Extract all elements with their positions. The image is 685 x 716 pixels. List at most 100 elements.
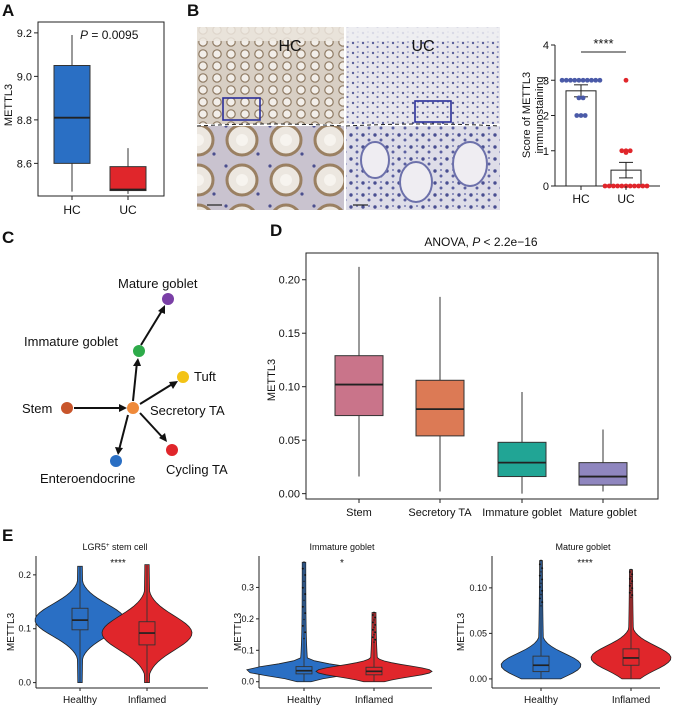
panel-b-hc-point-14	[582, 113, 588, 118]
e3-title: Mature goblet	[555, 542, 611, 552]
arrowhead-secretory-to-enteroendocrine	[115, 447, 123, 455]
panel-b-hc-point-2	[568, 77, 573, 83]
panel-d-box-2-xlabel: Immature goblet	[482, 507, 561, 519]
panel-b-uc-point-0	[623, 77, 629, 83]
panel-b-uc-point-9	[619, 183, 625, 189]
hc-zoom-box	[222, 97, 261, 121]
panel-b-hc-point-13	[578, 113, 584, 118]
E3-plot-inflamed-xlabel: Inflamed	[612, 695, 650, 706]
E3-plot-significance: ****	[577, 558, 593, 569]
panel-a-uc-box	[109, 166, 147, 192]
panel-a-y-ticklabel-3: 9.2	[17, 28, 32, 40]
arrow-secretory-to-cycling	[139, 412, 165, 440]
E2-plot-inflamed-outlier-11	[374, 616, 377, 619]
E3-plot-healthy-outlier-2	[541, 601, 544, 604]
panel-b-hc-point-0	[559, 77, 565, 83]
E2-plot-significance: *	[340, 558, 344, 569]
panel-b-hc-point-7	[589, 77, 594, 83]
arrowhead-secretory-to-cycling	[159, 433, 167, 442]
panel-d-boxplot: 0.00 0.05 0.10 0.15 0.20 Stem Secretory TA Imma…	[279, 252, 659, 519]
E3-plot-inflamed-inner-box	[622, 648, 640, 666]
E1-plot-yticklabel-1: 0.1	[18, 624, 31, 634]
E2-plot-healthy-outlier-5	[304, 612, 307, 615]
arrowhead-immature-to-mature	[158, 305, 165, 314]
panel-label-a: A	[2, 1, 14, 20]
E1-plot-inflamed-xlabel: Inflamed	[128, 695, 166, 706]
E3-plot-inflamed-outlier-8	[631, 580, 634, 583]
panel-label-c: C	[2, 228, 14, 247]
arrowhead-stem-to-secretory	[119, 404, 127, 412]
panel-b-uc-point-6	[606, 183, 612, 189]
panel-a-hc-box	[53, 65, 91, 164]
node-secretory-ta	[127, 402, 139, 414]
panel-d-box-0-xlabel: Stem	[346, 507, 372, 519]
panel-a-y-ticklabel-2: 9.0	[17, 71, 32, 83]
micrograph-uc: UC	[346, 27, 500, 210]
panel-b-uc-point-12	[632, 183, 637, 189]
E3-plot-healthy-xlabel: Healthy	[524, 695, 558, 706]
panel-d-box-0-box	[334, 355, 384, 417]
E1-plot-inflamed-violin	[101, 564, 193, 684]
E3-plot-healthy-outlier-12	[538, 563, 541, 566]
panel-b-y-ticklabel-2: 2	[543, 111, 549, 123]
panel-b-uc-point-5	[602, 183, 608, 189]
E3-plot-inflamed-outlier-11	[631, 573, 634, 576]
E3-plot-healthy-outlier-5	[541, 589, 544, 592]
panel-b-uc-point-7	[611, 183, 616, 189]
E3-plot-inflamed-outlier-3	[628, 591, 631, 594]
panel-b-barplot: 0 1 2 3 4 HC UC ****	[543, 36, 660, 206]
E2-plot-inflamed-outlier-5	[374, 631, 377, 634]
node-mature-goblet	[162, 293, 174, 305]
E2-plot-inflamed-outlier-9	[371, 621, 374, 624]
panel-b-uc-point-13	[636, 183, 641, 189]
node-tuft	[177, 371, 189, 383]
panel-b-y-ticklabel-3: 3	[543, 75, 549, 87]
panel-d-y-ticklabel-2: 0.10	[279, 382, 300, 394]
panel-d-box-1-box	[415, 379, 465, 437]
E2-plot-healthy-outlier-6	[301, 605, 304, 608]
E3-plot-healthy-inner-box	[532, 655, 550, 673]
E2-plot-inflamed-outlier-2	[374, 638, 377, 641]
panel-a-xlabel-0: HC	[63, 203, 81, 217]
panel-b-uc-xlabel: UC	[617, 192, 635, 206]
E3-plot-inflamed-outlier-2	[631, 594, 634, 596]
panel-b-y-ticklabel-1: 1	[543, 146, 549, 158]
zoom-divider	[196, 123, 501, 127]
panel-label-d: D	[270, 221, 282, 240]
E3-plot-inflamed-outlier-6	[628, 584, 631, 587]
e2-title: Immature goblet	[309, 542, 375, 552]
panel-d-box-3-xlabel: Mature goblet	[569, 507, 636, 519]
arrow-immature-to-mature	[140, 308, 164, 346]
node-cycling-ta	[166, 444, 178, 456]
E2-plot-inflamed-outlier-12	[371, 614, 374, 616]
uc-crypt-2	[399, 161, 433, 203]
E3-plot-healthy-outlier-8	[541, 578, 544, 581]
panel-a-y-ticklabel-0: 8.6	[17, 158, 32, 170]
panel-b-uc-point-15	[644, 183, 650, 189]
panel-d-y-ticklabel-1: 0.05	[279, 435, 300, 447]
panel-b-uc-point-4	[623, 150, 629, 155]
lineage-diagram	[74, 305, 178, 455]
E3-plot-yticklabel-0: 0.00	[469, 674, 487, 684]
node-label-tuft: Tuft	[194, 369, 216, 384]
panel-e3-violin: 0.00 0.05 0.10 Healthy Inflamed ****	[469, 556, 672, 706]
E2-plot-inflamed-xlabel: Inflamed	[355, 695, 393, 706]
panel-d-box-1-xlabel: Secretory TA	[408, 507, 472, 519]
panel-label-e: E	[2, 526, 13, 545]
panel-b-uc-point-1	[619, 148, 625, 154]
E3-plot-healthy-outlier-11	[541, 567, 544, 570]
E2-plot-healthy-outlier-9	[301, 586, 304, 589]
panel-label-b: B	[187, 1, 199, 20]
E2-plot-healthy-outlier-11	[304, 574, 307, 576]
E3-plot-inflamed-outlier-9	[628, 577, 631, 580]
arrow-secretory-to-tuft	[139, 382, 175, 405]
node-label-stem: Stem	[22, 401, 52, 416]
E2-plot-healthy-outlier-3	[301, 624, 304, 627]
panel-b-uc-point-8	[615, 183, 620, 189]
E1-plot-yticklabel-0: 0.0	[18, 678, 31, 688]
node-label-immature-goblet: Immature goblet	[24, 334, 118, 349]
uc-crypt-1	[360, 141, 390, 179]
E2-plot-inflamed-outlier-6	[371, 628, 374, 631]
panel-d-frame	[305, 252, 659, 500]
arrow-secretory-to-enteroendocrine	[118, 414, 129, 451]
